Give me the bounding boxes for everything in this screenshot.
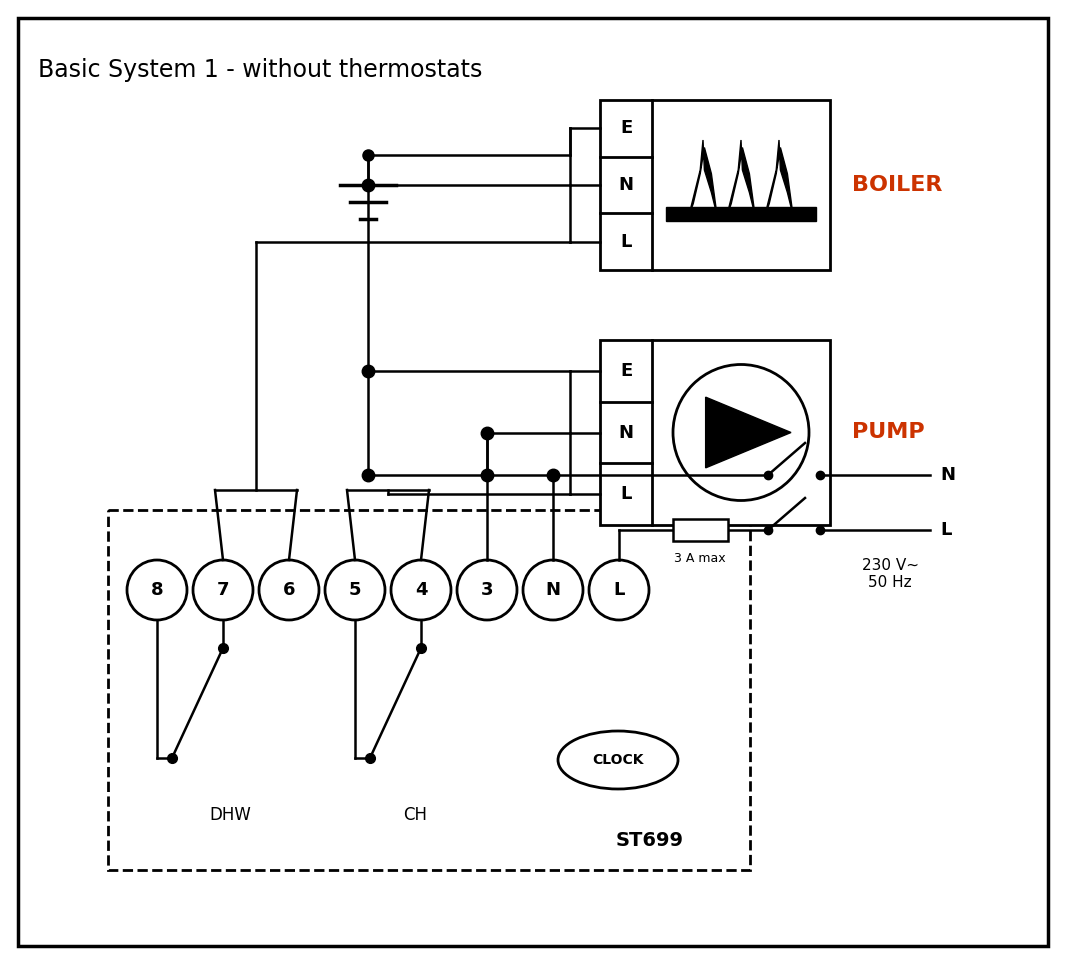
Text: PUMP: PUMP xyxy=(852,422,925,442)
Text: E: E xyxy=(619,120,632,137)
Text: DHW: DHW xyxy=(209,806,251,824)
Text: L: L xyxy=(613,581,625,599)
Text: N: N xyxy=(546,581,561,599)
Text: N: N xyxy=(618,176,633,194)
Text: 3 A max: 3 A max xyxy=(674,552,726,565)
Text: 6: 6 xyxy=(283,581,295,599)
Polygon shape xyxy=(706,397,791,468)
Text: BOILER: BOILER xyxy=(852,175,942,195)
Text: CLOCK: CLOCK xyxy=(593,753,644,767)
Bar xyxy=(666,207,816,221)
Text: 7: 7 xyxy=(217,581,230,599)
Bar xyxy=(673,519,727,541)
Text: N: N xyxy=(940,466,955,484)
Polygon shape xyxy=(689,140,717,215)
Bar xyxy=(600,100,830,270)
Polygon shape xyxy=(727,140,755,215)
Text: ST699: ST699 xyxy=(616,831,684,849)
Text: 230 V~
50 Hz: 230 V~ 50 Hz xyxy=(862,558,918,590)
Text: 3: 3 xyxy=(481,581,493,599)
Text: 8: 8 xyxy=(151,581,163,599)
Text: N: N xyxy=(618,423,633,442)
Bar xyxy=(108,510,750,870)
Bar xyxy=(600,340,830,525)
Ellipse shape xyxy=(557,731,678,789)
Text: L: L xyxy=(940,521,952,539)
Text: E: E xyxy=(619,362,632,380)
Text: L: L xyxy=(621,485,631,503)
Text: 4: 4 xyxy=(414,581,427,599)
Text: Basic System 1 - without thermostats: Basic System 1 - without thermostats xyxy=(38,58,483,82)
Text: CH: CH xyxy=(403,806,427,824)
Text: 5: 5 xyxy=(349,581,361,599)
Text: L: L xyxy=(621,232,631,251)
Polygon shape xyxy=(765,140,794,215)
